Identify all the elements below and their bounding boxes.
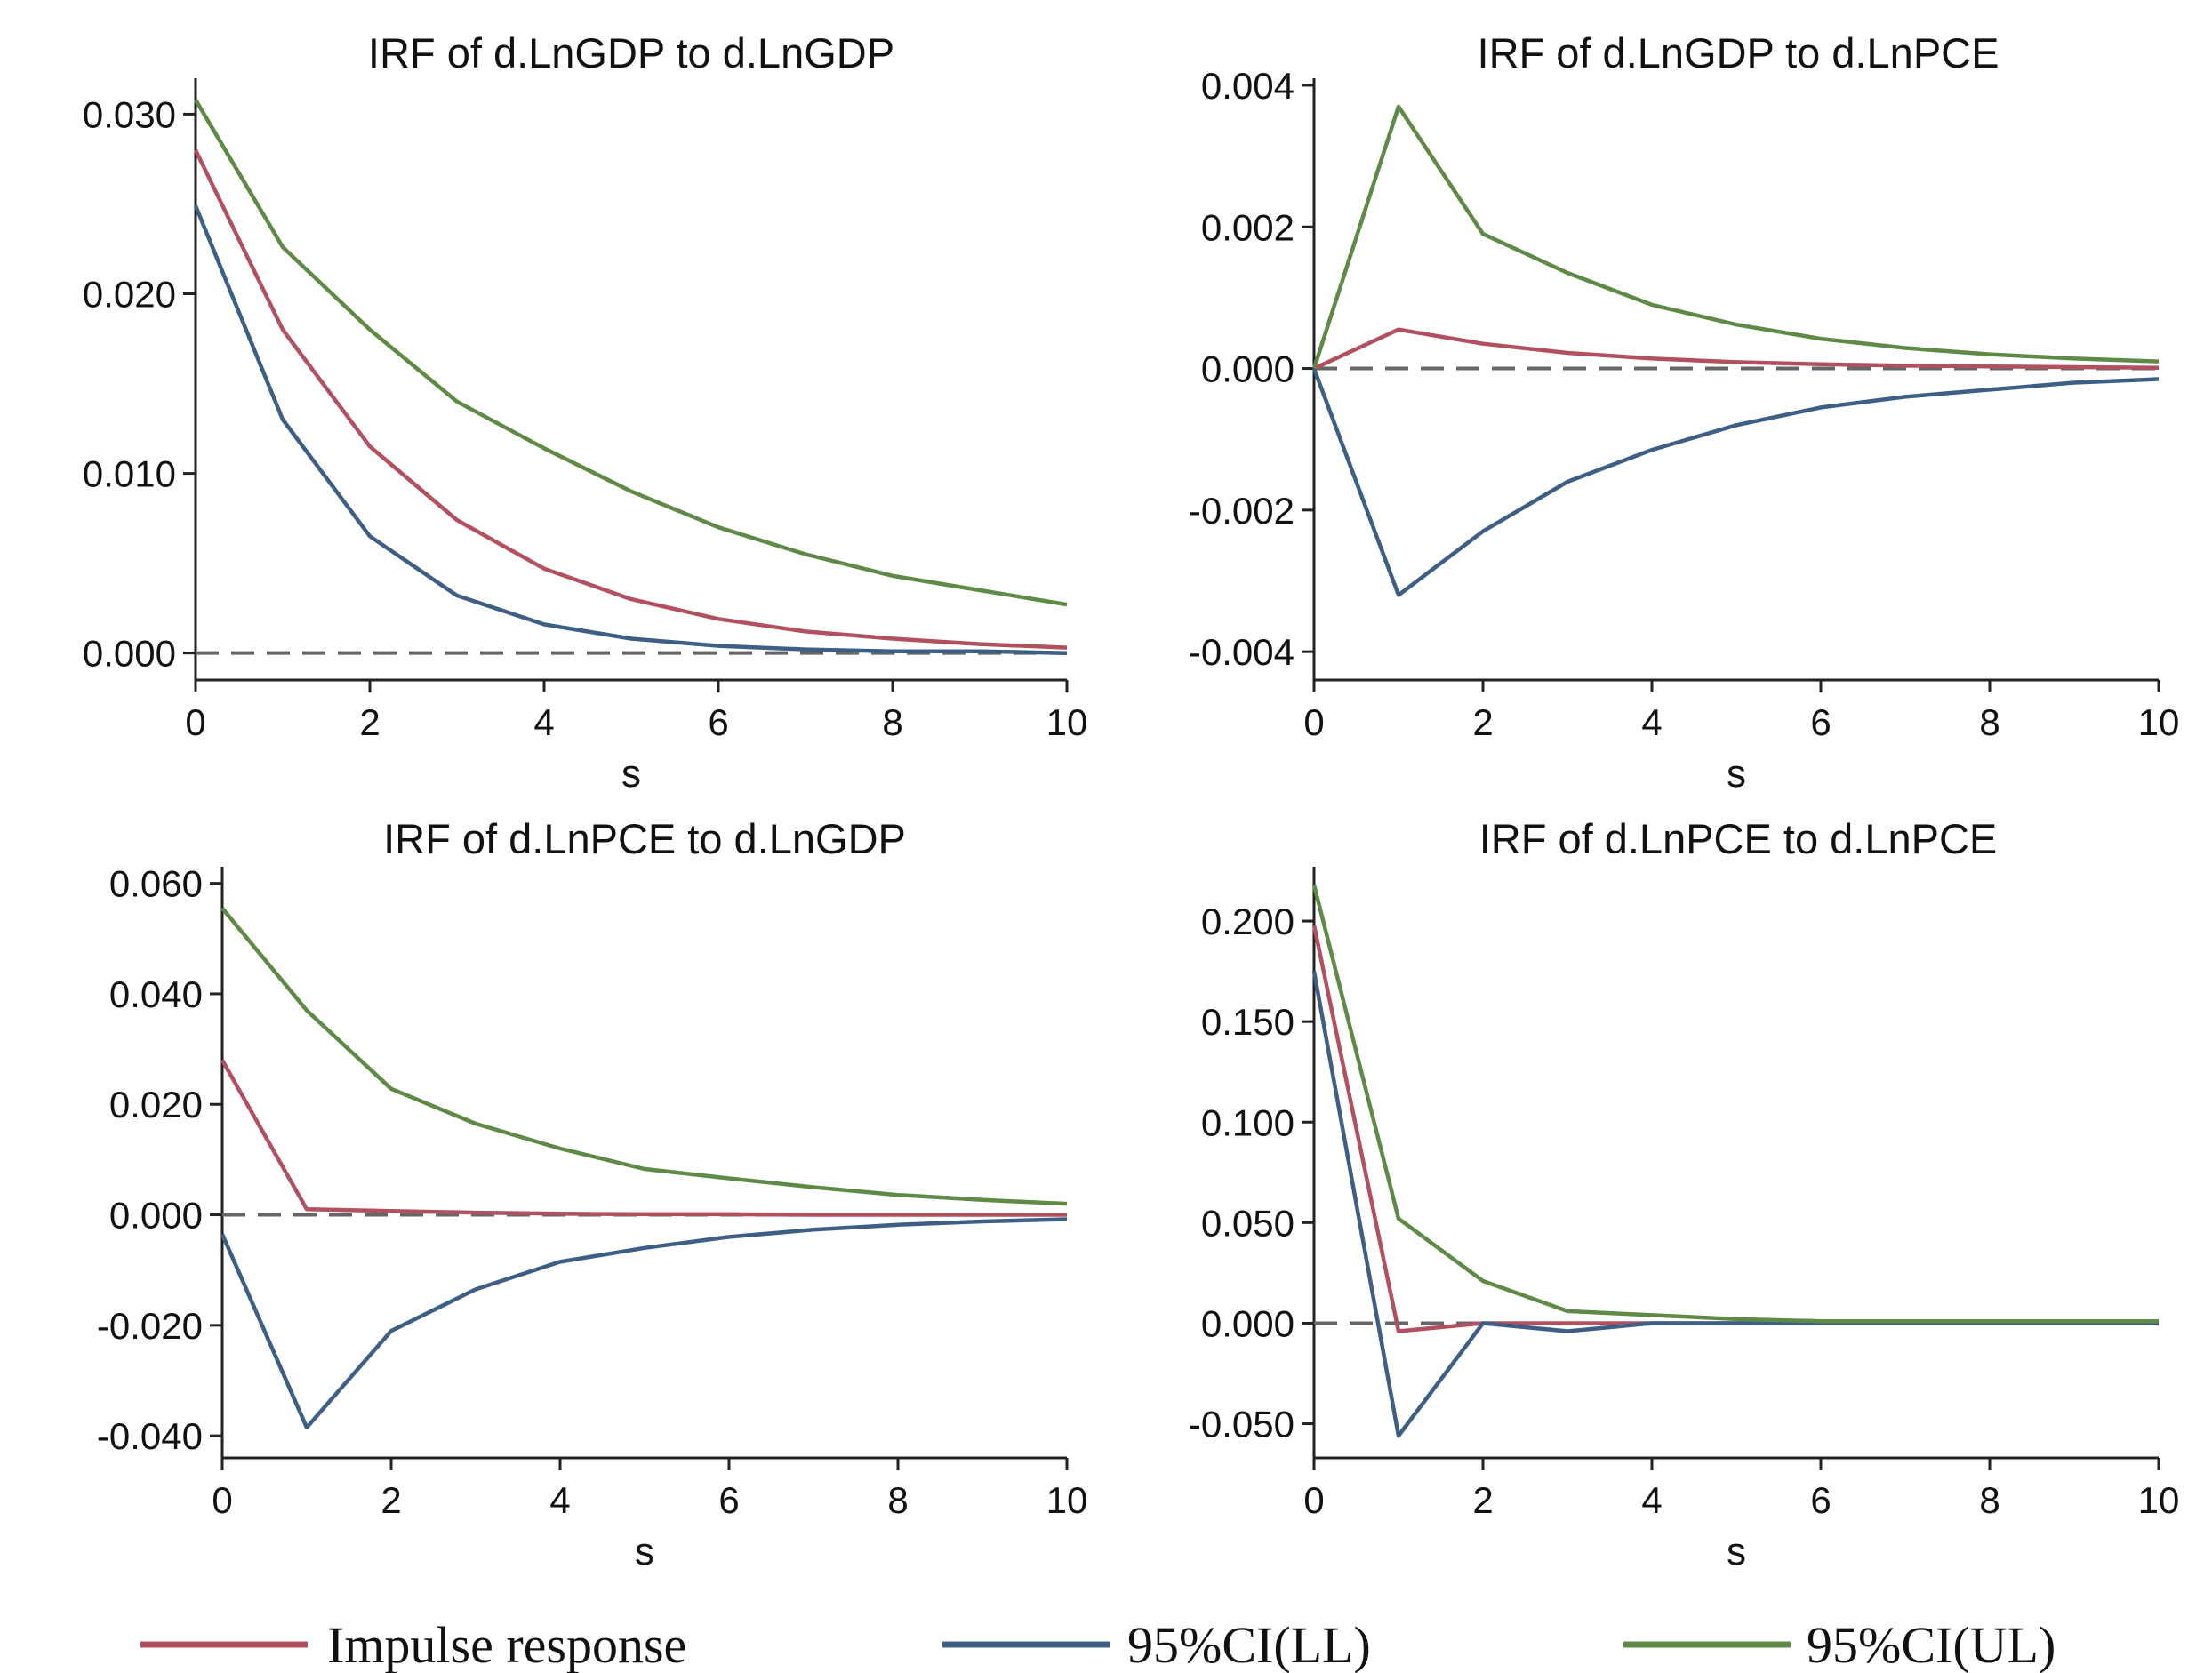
x-tick-label: 4 <box>533 701 554 743</box>
chart-panels: IRF of d.LnGDP to d.LnGDP 0.000 0.010 0.020… <box>83 29 2179 1573</box>
panel-1: IRF of d.LnGDP to d.LnGDP 0.000 0.010 0.020… <box>83 29 1087 796</box>
x-axis-label: s <box>635 1530 654 1573</box>
x-tick-label: 10 <box>1046 1479 1088 1521</box>
x-tick-label: 4 <box>1641 1479 1662 1521</box>
series-line-impulse <box>1313 327 2160 371</box>
panel-title: IRF of d.LnGDP to d.LnGDP <box>368 29 894 76</box>
series-line-ll <box>193 204 1068 655</box>
series-line-ul <box>194 99 1068 607</box>
y-tick-label: -0.050 <box>1189 1404 1294 1445</box>
x-axis-label: s <box>1727 752 1746 796</box>
series-line-impulse <box>220 1059 1067 1217</box>
y-tick-label: 0.020 <box>83 274 176 316</box>
y-tick-label: -0.004 <box>1189 631 1294 673</box>
y-tick-label: 0.100 <box>1201 1101 1294 1143</box>
x-tick-label: 10 <box>2138 701 2180 743</box>
x-tick-label: 8 <box>882 701 902 743</box>
panel-title: IRF of d.LnPCE to d.LnPCE <box>1479 815 1998 862</box>
x-tick-label: 6 <box>1810 1479 1831 1521</box>
x-tick-label: 8 <box>887 1479 908 1521</box>
y-tick-label: 0.000 <box>83 633 176 675</box>
x-tick-label: 8 <box>1979 1479 2000 1521</box>
x-tick-label: 2 <box>1472 701 1493 743</box>
y-tick-label: 0.060 <box>109 863 203 905</box>
panel-title: IRF of d.LnPCE to d.LnGDP <box>383 815 906 862</box>
x-tick-label: 6 <box>708 701 728 743</box>
y-tick-label: 0.000 <box>1201 1302 1294 1344</box>
series-line-ll <box>1311 367 2160 597</box>
x-tick-label: 6 <box>718 1479 739 1521</box>
panel-title: IRF of d.LnGDP to d.LnPCE <box>1478 29 2000 76</box>
x-tick-label: 2 <box>1472 1479 1493 1521</box>
x-tick-label: 0 <box>212 1479 232 1521</box>
panel-2: IRF of d.LnGDP to d.LnPCE -0.004 -0.002 0.0… <box>1189 29 2179 796</box>
x-axis-label: s <box>1727 1530 1746 1573</box>
y-tick-label: 0.020 <box>109 1084 203 1125</box>
series-line-ul <box>1311 104 2160 370</box>
series-line-ll <box>220 1217 1068 1430</box>
y-tick-label: 0.004 <box>1201 65 1294 107</box>
panel-4: IRF of d.LnPCE to d.LnPCE -0.050 0.000 0.05… <box>1189 815 2179 1573</box>
legend: Impulse response 95%CI(LL) 95%CI(UL) <box>140 1616 2056 1673</box>
y-tick-label: 0.000 <box>1201 348 1294 390</box>
x-tick-label: 2 <box>381 1479 401 1521</box>
y-tick-label: 0.200 <box>1201 901 1294 942</box>
y-tick-label: 0.030 <box>83 93 176 135</box>
x-tick-label: 8 <box>1979 701 2000 743</box>
y-tick-label: 0.050 <box>1201 1202 1294 1244</box>
x-tick-label: 6 <box>1810 701 1831 743</box>
y-tick-label: 0.002 <box>1201 206 1294 248</box>
series-line-ul <box>1311 884 2159 1324</box>
y-tick-label: -0.020 <box>97 1305 203 1347</box>
series-line-ll <box>1311 971 2159 1438</box>
x-tick-label: 2 <box>359 701 380 743</box>
x-tick-label: 4 <box>549 1479 570 1521</box>
y-tick-label: -0.002 <box>1189 490 1294 532</box>
legend-label-ll: 95%CI(LL) <box>1127 1616 1371 1673</box>
y-tick-label: 0.000 <box>109 1195 203 1237</box>
x-tick-label: 10 <box>1046 701 1088 743</box>
legend-label-ul: 95%CI(UL) <box>1807 1616 2056 1673</box>
y-tick-label: 0.010 <box>83 453 176 495</box>
x-tick-label: 0 <box>185 701 205 743</box>
x-axis-label: s <box>621 752 641 796</box>
panel-3: IRF of d.LnPCE to d.LnGDP -0.040 -0.020 0.0… <box>97 815 1087 1573</box>
x-tick-label: 0 <box>1303 1479 1324 1521</box>
x-tick-label: 4 <box>1641 701 1662 743</box>
y-tick-label: 0.040 <box>109 973 203 1015</box>
legend-label-impulse: Impulse response <box>327 1616 686 1673</box>
x-tick-label: 10 <box>2138 1479 2180 1521</box>
y-tick-label: -0.040 <box>97 1415 203 1457</box>
y-tick-label: 0.150 <box>1201 1001 1294 1043</box>
x-tick-label: 0 <box>1303 701 1324 743</box>
series-line-ul <box>220 907 1068 1206</box>
series-line-impulse <box>193 148 1068 650</box>
